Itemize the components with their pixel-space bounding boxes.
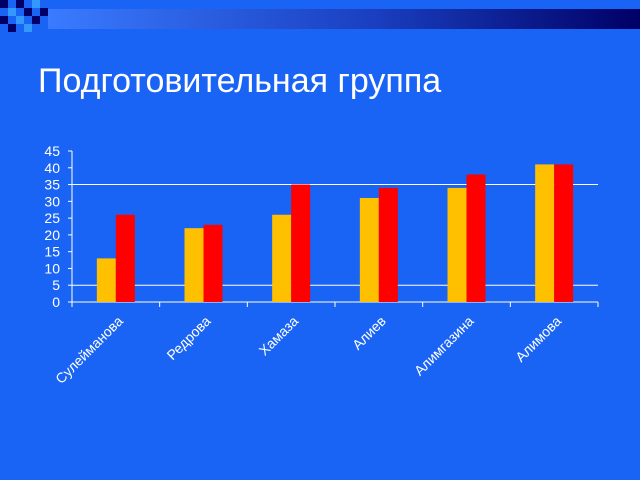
bar-series-1-1 <box>96 258 116 302</box>
gridlines <box>72 184 598 303</box>
checker-squares <box>0 0 48 32</box>
x-tick-label: Редрова <box>163 313 213 363</box>
x-tick-label: Алимгазина <box>411 313 477 379</box>
y-tick-label: 25 <box>44 210 60 226</box>
y-tick-label: 0 <box>52 294 60 310</box>
bar-series-1-5 <box>447 187 467 302</box>
bar-series-1-6 <box>535 164 555 302</box>
bar-series-1-4 <box>359 197 379 302</box>
y-tick-label: 5 <box>52 277 60 293</box>
checker-pattern-decoration <box>0 0 640 32</box>
y-tick-label: 10 <box>44 260 60 276</box>
axes <box>68 150 599 307</box>
slide-title: Подготовительная группа <box>38 62 442 100</box>
y-tick-label: 40 <box>44 160 60 176</box>
bar-series-2-6 <box>554 164 574 302</box>
x-tick-label: Сулейманова <box>52 313 126 387</box>
bar-series-1-2 <box>184 228 204 302</box>
x-axis-tick-labels: Сулейманова Редрова Хамаза Алиев Алимгазина А… <box>52 313 564 387</box>
bar-series-2-3 <box>291 184 311 302</box>
bar-series-2-2 <box>203 224 223 302</box>
bar-series-2-1 <box>115 214 135 302</box>
bar-series-2-5 <box>466 174 486 302</box>
x-tick-label: Алиев <box>349 313 389 353</box>
y-tick-label: 15 <box>44 244 60 260</box>
x-tick-label: Хамаза <box>256 313 302 359</box>
y-tick-label: 30 <box>44 193 60 209</box>
y-tick-label: 45 <box>44 143 60 159</box>
y-tick-label: 20 <box>44 227 60 243</box>
bar-series-2-4 <box>378 187 398 302</box>
x-tick-label: Алимова <box>512 313 564 365</box>
bar-series-1-3 <box>272 214 292 302</box>
decorative-header-band <box>0 0 640 34</box>
y-tick-label: 35 <box>44 177 60 193</box>
bars <box>96 164 574 302</box>
gradient-bar <box>48 9 640 29</box>
